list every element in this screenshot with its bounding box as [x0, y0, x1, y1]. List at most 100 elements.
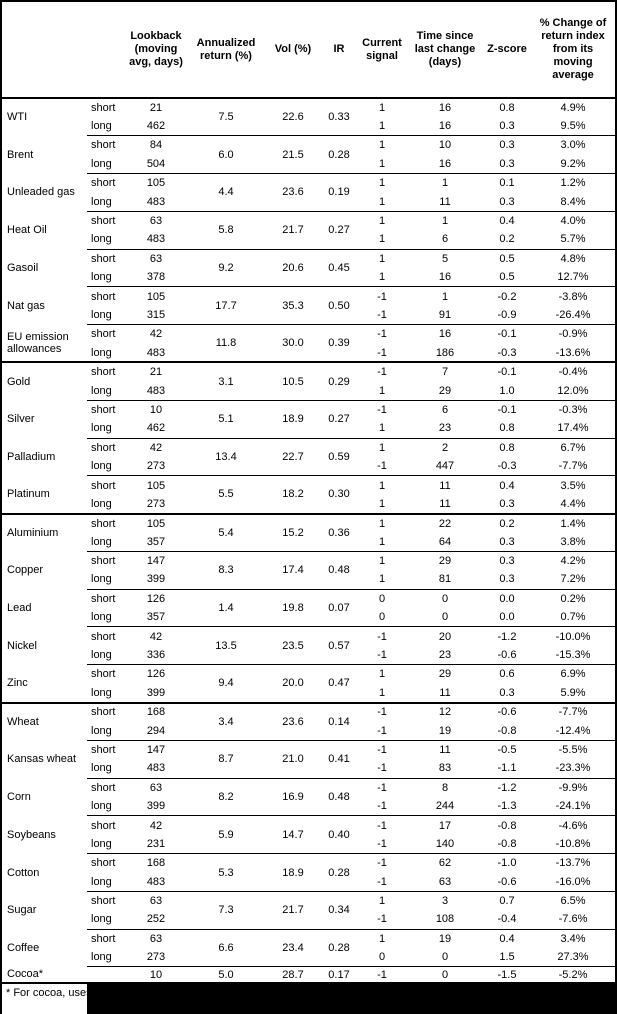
signal-value: 1	[357, 475, 407, 495]
horizon-label	[87, 966, 125, 982]
horizon-label: short	[87, 777, 125, 797]
horizon-label: long	[91, 875, 112, 888]
lookback-value: 357	[146, 611, 166, 624]
horizon-label: short	[91, 101, 116, 114]
commodity-name: Nickel	[7, 639, 37, 652]
horizon-label: short	[87, 626, 125, 646]
lookback-value: 231	[146, 837, 166, 850]
annualized-return-value: 4.4	[187, 173, 265, 212]
signal-value: 0	[378, 951, 386, 964]
lookback-value: 42	[125, 626, 187, 646]
commodity-name: Silver	[7, 413, 35, 426]
time-since-change-value: 11	[439, 497, 451, 510]
z-score-value: 0.3	[499, 573, 515, 586]
pct-change-value: -15.3%	[555, 649, 591, 662]
vol-value: 21.7	[265, 890, 321, 930]
signal-value: 1	[378, 120, 386, 133]
commodity-name: Zinc	[7, 677, 28, 690]
time-since-change-value: 12	[407, 701, 483, 722]
momentum-signals-table: Lookback (moving avg, days) Annualized re…	[2, 2, 615, 982]
pct-change-value: -13.7%	[531, 853, 615, 873]
header-row: Lookback (moving avg, days) Annualized re…	[2, 2, 615, 99]
vol-value: 21.5	[265, 135, 321, 174]
table-body: WTI short 21 7.5 22.6 0.33 1 16 0.8 4.9% long 462 1 1…	[2, 98, 615, 982]
vol-value: 30.0	[265, 324, 321, 363]
lookback-value: 84	[125, 135, 187, 155]
z-score-value: 1.0	[499, 384, 515, 397]
commodity-name: Gasoil	[7, 262, 39, 275]
z-score-value: 0.4	[483, 928, 531, 949]
lookback-value: 378	[146, 271, 166, 284]
ir-value: 0.59	[321, 437, 357, 476]
lookback-value: 147	[125, 550, 187, 571]
annualized-return-value: 6.0	[187, 135, 265, 174]
column-header-9: % Change of return index from its moving…	[531, 2, 615, 99]
annualized-return-value: 6.6	[187, 928, 265, 967]
lookback-value: 483	[146, 346, 166, 359]
pct-change-value: -0.4%	[531, 361, 615, 382]
signal-value: 0	[357, 588, 407, 609]
ir-value: 0.30	[321, 475, 357, 514]
vol-value: 18.9	[265, 399, 321, 439]
ir-value: 0.28	[321, 928, 357, 967]
time-since-change-value: 29	[407, 664, 483, 684]
z-score-value: 0.3	[499, 195, 515, 208]
z-score-value: -1.2	[483, 626, 531, 646]
signal-value: -1	[377, 837, 387, 850]
pct-change-value: 9.2%	[560, 157, 586, 170]
time-since-change-value: 29	[407, 550, 483, 571]
time-since-change-value: 64	[438, 535, 452, 548]
horizon-label: short	[87, 815, 125, 835]
annualized-return-value: 5.3	[187, 853, 265, 892]
lookback-value: 21	[125, 361, 187, 382]
ir-value: 0.39	[321, 324, 357, 363]
ir-value: 0.14	[321, 701, 357, 741]
z-score-value: -0.1	[483, 324, 531, 344]
horizon-label: long	[91, 346, 112, 359]
lookback-value: 483	[146, 195, 166, 208]
z-score-value: -0.6	[497, 649, 517, 662]
horizon-label: short	[87, 248, 125, 269]
signal-value: -1	[377, 875, 387, 888]
lookback-value: 126	[125, 588, 187, 609]
time-since-change-value: 11	[407, 475, 483, 495]
pct-change-value: 3.5%	[531, 475, 615, 495]
lookback-value: 273	[146, 951, 166, 964]
horizon-label: long	[91, 837, 112, 850]
annualized-return-value: 8.2	[187, 777, 265, 816]
time-since-change-value: 17	[407, 815, 483, 835]
z-score-value: -0.2	[483, 286, 531, 306]
horizon-label: short	[87, 739, 125, 760]
ir-value: 0.34	[321, 890, 357, 930]
lookback-value: 399	[146, 800, 166, 813]
horizon-label: long	[91, 120, 112, 133]
ir-value: 0.27	[321, 210, 357, 250]
pct-change-value: 4.4%	[560, 497, 586, 510]
signal-value: 1	[357, 512, 407, 533]
time-since-change-value: 22	[407, 512, 483, 533]
time-since-change-value: 6	[441, 233, 449, 246]
signal-value: 1	[378, 535, 386, 548]
lookback-value: 399	[146, 686, 166, 699]
horizon-label: short	[87, 701, 125, 722]
horizon-label: long	[91, 800, 112, 813]
horizon-label: short	[87, 361, 125, 382]
lookback-value: 483	[146, 233, 166, 246]
horizon-label: long	[91, 686, 112, 699]
signal-value: -1	[357, 701, 407, 722]
lookback-value: 462	[146, 120, 166, 133]
signal-value: -1	[377, 460, 387, 473]
signal-value: -1	[357, 286, 407, 306]
time-since-change-value: 19	[407, 928, 483, 949]
vol-value: 20.6	[265, 248, 321, 287]
signal-value: -1	[357, 853, 407, 873]
signal-value: -1	[377, 800, 387, 813]
time-since-change-value: 3	[407, 890, 483, 911]
footnote-area: * For cocoa, uses o	[2, 981, 615, 1014]
lookback-value: 504	[146, 157, 166, 170]
annualized-return-value: 13.4	[187, 437, 265, 476]
horizon-label: long	[91, 913, 112, 926]
vol-value: 15.2	[265, 512, 321, 552]
pct-change-value: -7.7%	[531, 701, 615, 722]
ir-value: 0.17	[321, 966, 357, 982]
